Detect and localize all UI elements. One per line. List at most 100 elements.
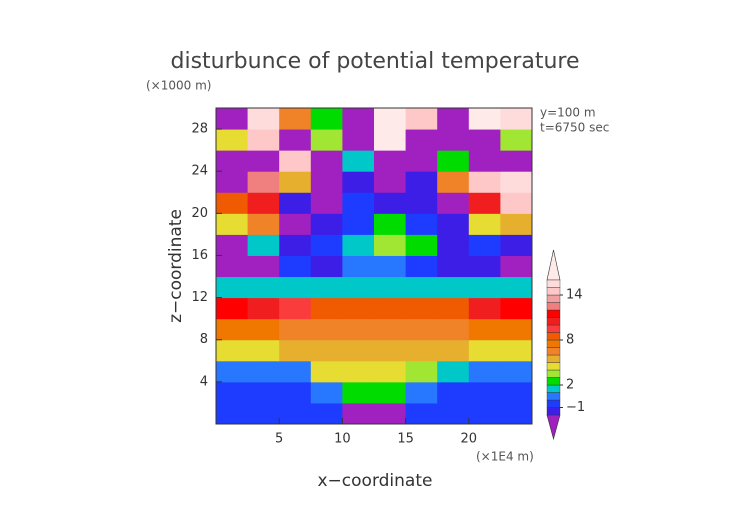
cell: [216, 150, 249, 172]
cell: [374, 192, 407, 214]
colorbar-segment: [546, 384, 561, 393]
x-tick-label: 5: [275, 432, 283, 447]
cell: [405, 171, 438, 193]
cell: [500, 171, 533, 193]
cell: [374, 108, 407, 130]
colorbar-segment: [546, 369, 561, 378]
cell: [437, 255, 470, 278]
cell: [374, 255, 407, 278]
cell: [342, 213, 375, 235]
cell: [468, 318, 501, 341]
cell: [437, 381, 470, 404]
cell: [216, 192, 249, 214]
colorbar-segment: [546, 324, 561, 333]
colorbar-segment: [546, 399, 561, 408]
cell: [342, 234, 375, 256]
cell: [216, 255, 249, 278]
cell: [500, 297, 533, 320]
cell: [247, 129, 280, 151]
cell: [216, 297, 249, 320]
cell: [342, 339, 375, 362]
cell: [468, 255, 501, 278]
cell: [374, 213, 407, 235]
cell: [374, 402, 407, 425]
cell: [247, 276, 280, 299]
cell: [247, 108, 280, 130]
cell: [247, 381, 280, 404]
cell: [279, 318, 312, 341]
x-axis-label: x−coordinate: [318, 471, 433, 491]
cell: [247, 360, 280, 383]
cell: [468, 192, 501, 214]
colorbar-segment: [546, 339, 561, 348]
cell: [405, 297, 438, 320]
cell: [310, 234, 343, 256]
cell: [468, 234, 501, 256]
cell: [405, 108, 438, 130]
cell: [500, 108, 533, 130]
cell: [468, 213, 501, 235]
cell: [279, 192, 312, 214]
cell: [437, 108, 470, 130]
cell: [500, 402, 533, 425]
cell: [279, 213, 312, 235]
cell: [342, 129, 375, 151]
colorbar-segment: [546, 279, 561, 288]
cell: [279, 108, 312, 130]
cell: [310, 255, 343, 278]
cell: [279, 339, 312, 362]
colorbar-segment: [546, 302, 561, 311]
cell: [500, 255, 533, 278]
y-tick-label: 8: [200, 332, 208, 347]
cell: [247, 318, 280, 341]
cell: [216, 381, 249, 404]
colorbar-segment: [546, 362, 561, 371]
cell: [405, 318, 438, 341]
cell: [437, 129, 470, 151]
annotation: y=100 m: [540, 106, 596, 120]
cell: [405, 339, 438, 362]
cell: [437, 402, 470, 425]
cell: [405, 192, 438, 214]
cell: [279, 276, 312, 299]
cell: [374, 381, 407, 404]
cell: [342, 108, 375, 130]
cell: [468, 129, 501, 151]
cell: [405, 360, 438, 383]
cell: [374, 171, 407, 193]
colorbar-over: [546, 249, 561, 281]
cell: [342, 171, 375, 193]
cell: [437, 192, 470, 214]
y-axis-label: z−coordinate: [166, 209, 186, 323]
cell: [310, 213, 343, 235]
cell: [342, 192, 375, 214]
colorbar-tick-label: 2: [566, 378, 574, 393]
cell: [468, 171, 501, 193]
colorbar-segment: [546, 347, 561, 356]
cell: [374, 234, 407, 256]
cell: [374, 318, 407, 341]
cell: [500, 276, 533, 299]
colorbar-under: [546, 414, 561, 441]
y-tick-label: 24: [191, 164, 208, 179]
cell: [279, 297, 312, 320]
cell: [279, 255, 312, 278]
cell: [437, 234, 470, 256]
cell: [342, 255, 375, 278]
cell: [468, 108, 501, 130]
cell: [310, 381, 343, 404]
y-tick-label: 4: [200, 374, 208, 389]
cell: [310, 276, 343, 299]
cell: [437, 171, 470, 193]
cell: [437, 318, 470, 341]
cell: [216, 402, 249, 425]
cell: [437, 276, 470, 299]
colorbar-segment: [546, 332, 561, 341]
chart-title: disturbunce of potential temperature: [171, 49, 580, 74]
y-unit: (×1000 m): [146, 79, 211, 93]
cell: [342, 297, 375, 320]
cell: [405, 129, 438, 151]
cell: [310, 360, 343, 383]
cell: [437, 150, 470, 172]
